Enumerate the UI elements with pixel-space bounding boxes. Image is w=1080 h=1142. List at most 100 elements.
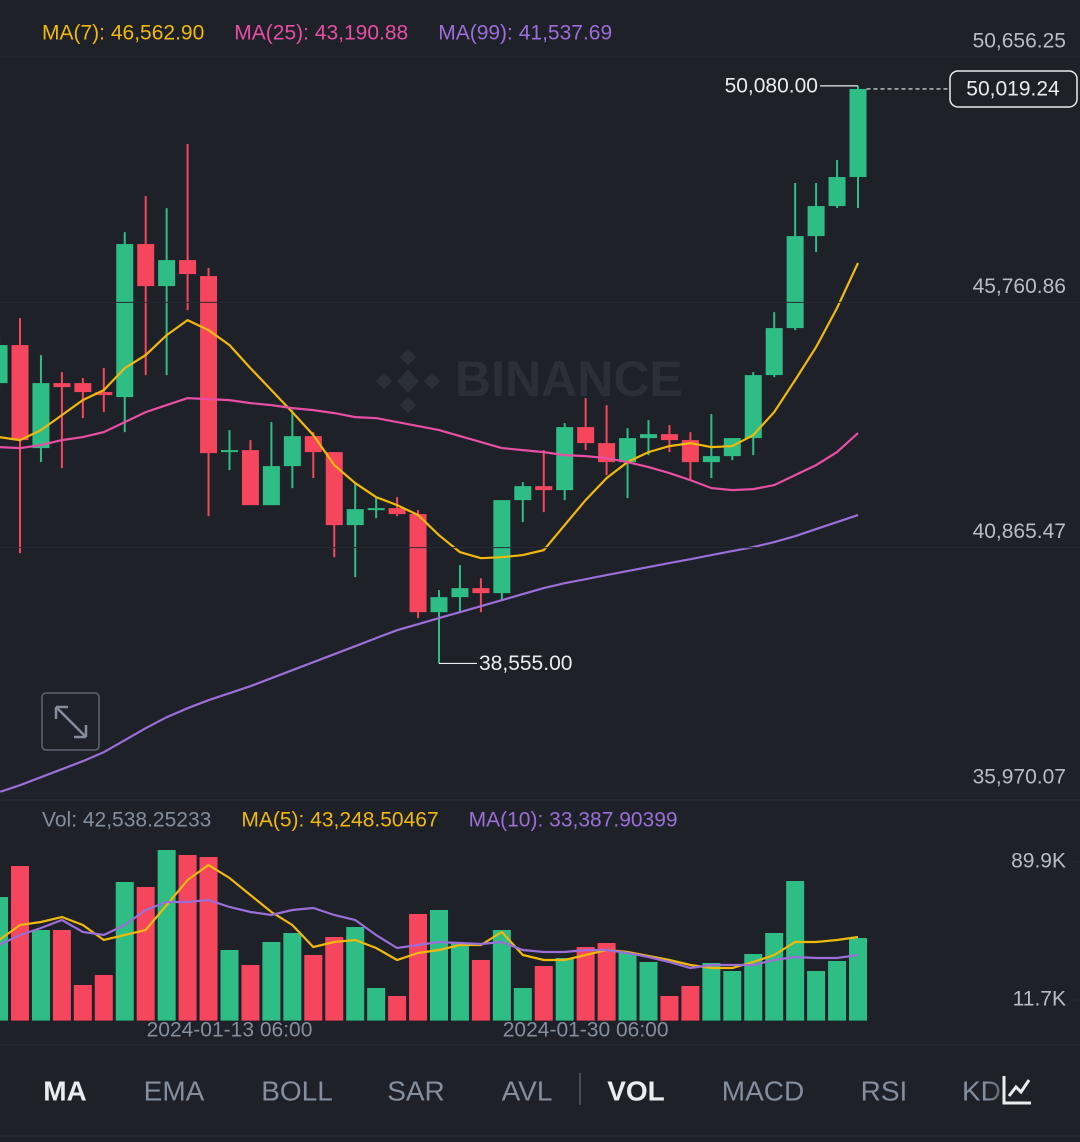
volume-bar bbox=[576, 947, 595, 1021]
candle-body bbox=[367, 508, 385, 511]
candle-body bbox=[32, 383, 50, 449]
y-tick-label: 89.9K bbox=[1011, 850, 1066, 873]
candle-body bbox=[640, 434, 657, 439]
volume-bar bbox=[115, 882, 134, 1021]
candle-body bbox=[95, 392, 113, 396]
volume-bar bbox=[178, 855, 197, 1021]
tab-fade bbox=[985, 1060, 1080, 1130]
candle-body bbox=[744, 375, 762, 439]
volume-bar bbox=[723, 971, 742, 1021]
candle-body bbox=[828, 177, 846, 207]
indicator-tab[interactable]: RSI bbox=[861, 1075, 908, 1106]
volume-bar bbox=[31, 930, 50, 1021]
candle-body bbox=[221, 450, 238, 453]
volume-bar bbox=[849, 938, 867, 1021]
watermark: BINANCE bbox=[455, 351, 683, 407]
indicator-tab[interactable]: AVL bbox=[502, 1075, 553, 1106]
volume-bar bbox=[283, 933, 302, 1021]
candle-body bbox=[137, 244, 155, 287]
ma-line bbox=[0, 396, 859, 492]
legend-entry: MA(99): 41,537.69 bbox=[438, 22, 612, 45]
candle-body bbox=[158, 260, 176, 287]
candle-body bbox=[74, 383, 92, 393]
candle-body bbox=[702, 456, 720, 463]
volume-bar bbox=[807, 971, 826, 1021]
volume-bar bbox=[702, 963, 721, 1021]
legend-entry: Vol: 42,538.25233 bbox=[42, 809, 211, 832]
volume-bar bbox=[241, 965, 260, 1021]
candle-body bbox=[451, 588, 469, 598]
candle-body bbox=[619, 438, 637, 463]
candle-body bbox=[241, 450, 259, 506]
volume-bar bbox=[765, 933, 784, 1021]
y-tick-label: 50,656.25 bbox=[973, 30, 1066, 53]
last-price-label: 50,019.24 bbox=[966, 77, 1060, 100]
indicator-tab[interactable]: EMA bbox=[144, 1075, 205, 1106]
volume-bar bbox=[555, 958, 574, 1021]
indicator-tab[interactable]: BOLL bbox=[261, 1075, 333, 1106]
volume-bar bbox=[136, 887, 155, 1021]
candle-body bbox=[179, 260, 197, 275]
volume-bar bbox=[304, 955, 323, 1021]
candle-body bbox=[116, 244, 134, 398]
volume-bar bbox=[220, 950, 239, 1021]
candle-body bbox=[11, 345, 29, 441]
candle-body bbox=[577, 427, 595, 444]
high-marker-label: 50,080.00 bbox=[725, 74, 818, 97]
volume-bar bbox=[409, 914, 428, 1021]
indicator-tab[interactable]: VOL bbox=[607, 1075, 665, 1106]
candle-body bbox=[325, 452, 343, 526]
volume-bar bbox=[744, 954, 763, 1021]
candle-body bbox=[849, 88, 867, 178]
expand-button[interactable] bbox=[41, 692, 100, 751]
low-marker-label: 38,555.00 bbox=[479, 652, 572, 675]
x-tick-label: 2024-01-30 06:00 bbox=[503, 1019, 669, 1042]
volume-bar bbox=[492, 930, 511, 1021]
legend-entry: MA(5): 43,248.50467 bbox=[241, 809, 438, 832]
ma-line bbox=[0, 262, 859, 560]
legend-entry: MA(7): 46,562.90 bbox=[42, 22, 204, 45]
candle-body bbox=[535, 486, 553, 491]
indicator-tab[interactable]: SAR bbox=[387, 1075, 445, 1106]
volume-bar bbox=[73, 985, 92, 1021]
y-tick-label: 35,970.07 bbox=[973, 766, 1066, 789]
candle-body bbox=[556, 427, 574, 491]
indicator-tab[interactable]: MA bbox=[43, 1075, 87, 1106]
ma-line bbox=[0, 863, 859, 970]
volume-bar bbox=[618, 953, 637, 1021]
volume-bar bbox=[367, 988, 386, 1021]
volume-bar bbox=[660, 996, 679, 1021]
volume-bar bbox=[786, 881, 805, 1021]
overlay: 50,656.25 45,760.86 40,865.47 35,970.07 MA(7… bbox=[0, 22, 1080, 1042]
volume-bar bbox=[325, 937, 344, 1021]
volume-bar bbox=[262, 942, 281, 1021]
volume-bar bbox=[346, 927, 365, 1021]
legend-entry: MA(10): 33,387.90399 bbox=[469, 809, 678, 832]
volume-bar bbox=[157, 850, 176, 1021]
volume-bar bbox=[828, 961, 847, 1021]
candle-body bbox=[765, 328, 783, 376]
volume-bar bbox=[52, 930, 71, 1021]
candle-body bbox=[786, 236, 804, 329]
candle-body bbox=[0, 345, 8, 384]
volume-plot bbox=[0, 850, 867, 1021]
candle-body bbox=[200, 276, 218, 454]
indicator-tab[interactable]: MACD bbox=[722, 1075, 804, 1106]
chart-settings-icon[interactable] bbox=[1002, 1076, 1031, 1105]
candle-body bbox=[283, 436, 301, 467]
volume-bar bbox=[94, 975, 113, 1021]
volume-bar bbox=[199, 857, 218, 1021]
candle-body bbox=[53, 383, 71, 388]
volume-bar bbox=[430, 910, 448, 1021]
volume-bar bbox=[11, 866, 29, 1021]
y-tick-label: 45,760.86 bbox=[973, 275, 1066, 298]
last-price-box bbox=[949, 70, 1078, 108]
volume-bar bbox=[471, 960, 490, 1021]
volume-bar bbox=[597, 943, 616, 1021]
candle-body bbox=[409, 514, 427, 613]
volume-bar bbox=[0, 897, 9, 1021]
x-tick-label: 2024-01-13 06:00 bbox=[147, 1019, 313, 1042]
volume-bar bbox=[534, 966, 553, 1021]
